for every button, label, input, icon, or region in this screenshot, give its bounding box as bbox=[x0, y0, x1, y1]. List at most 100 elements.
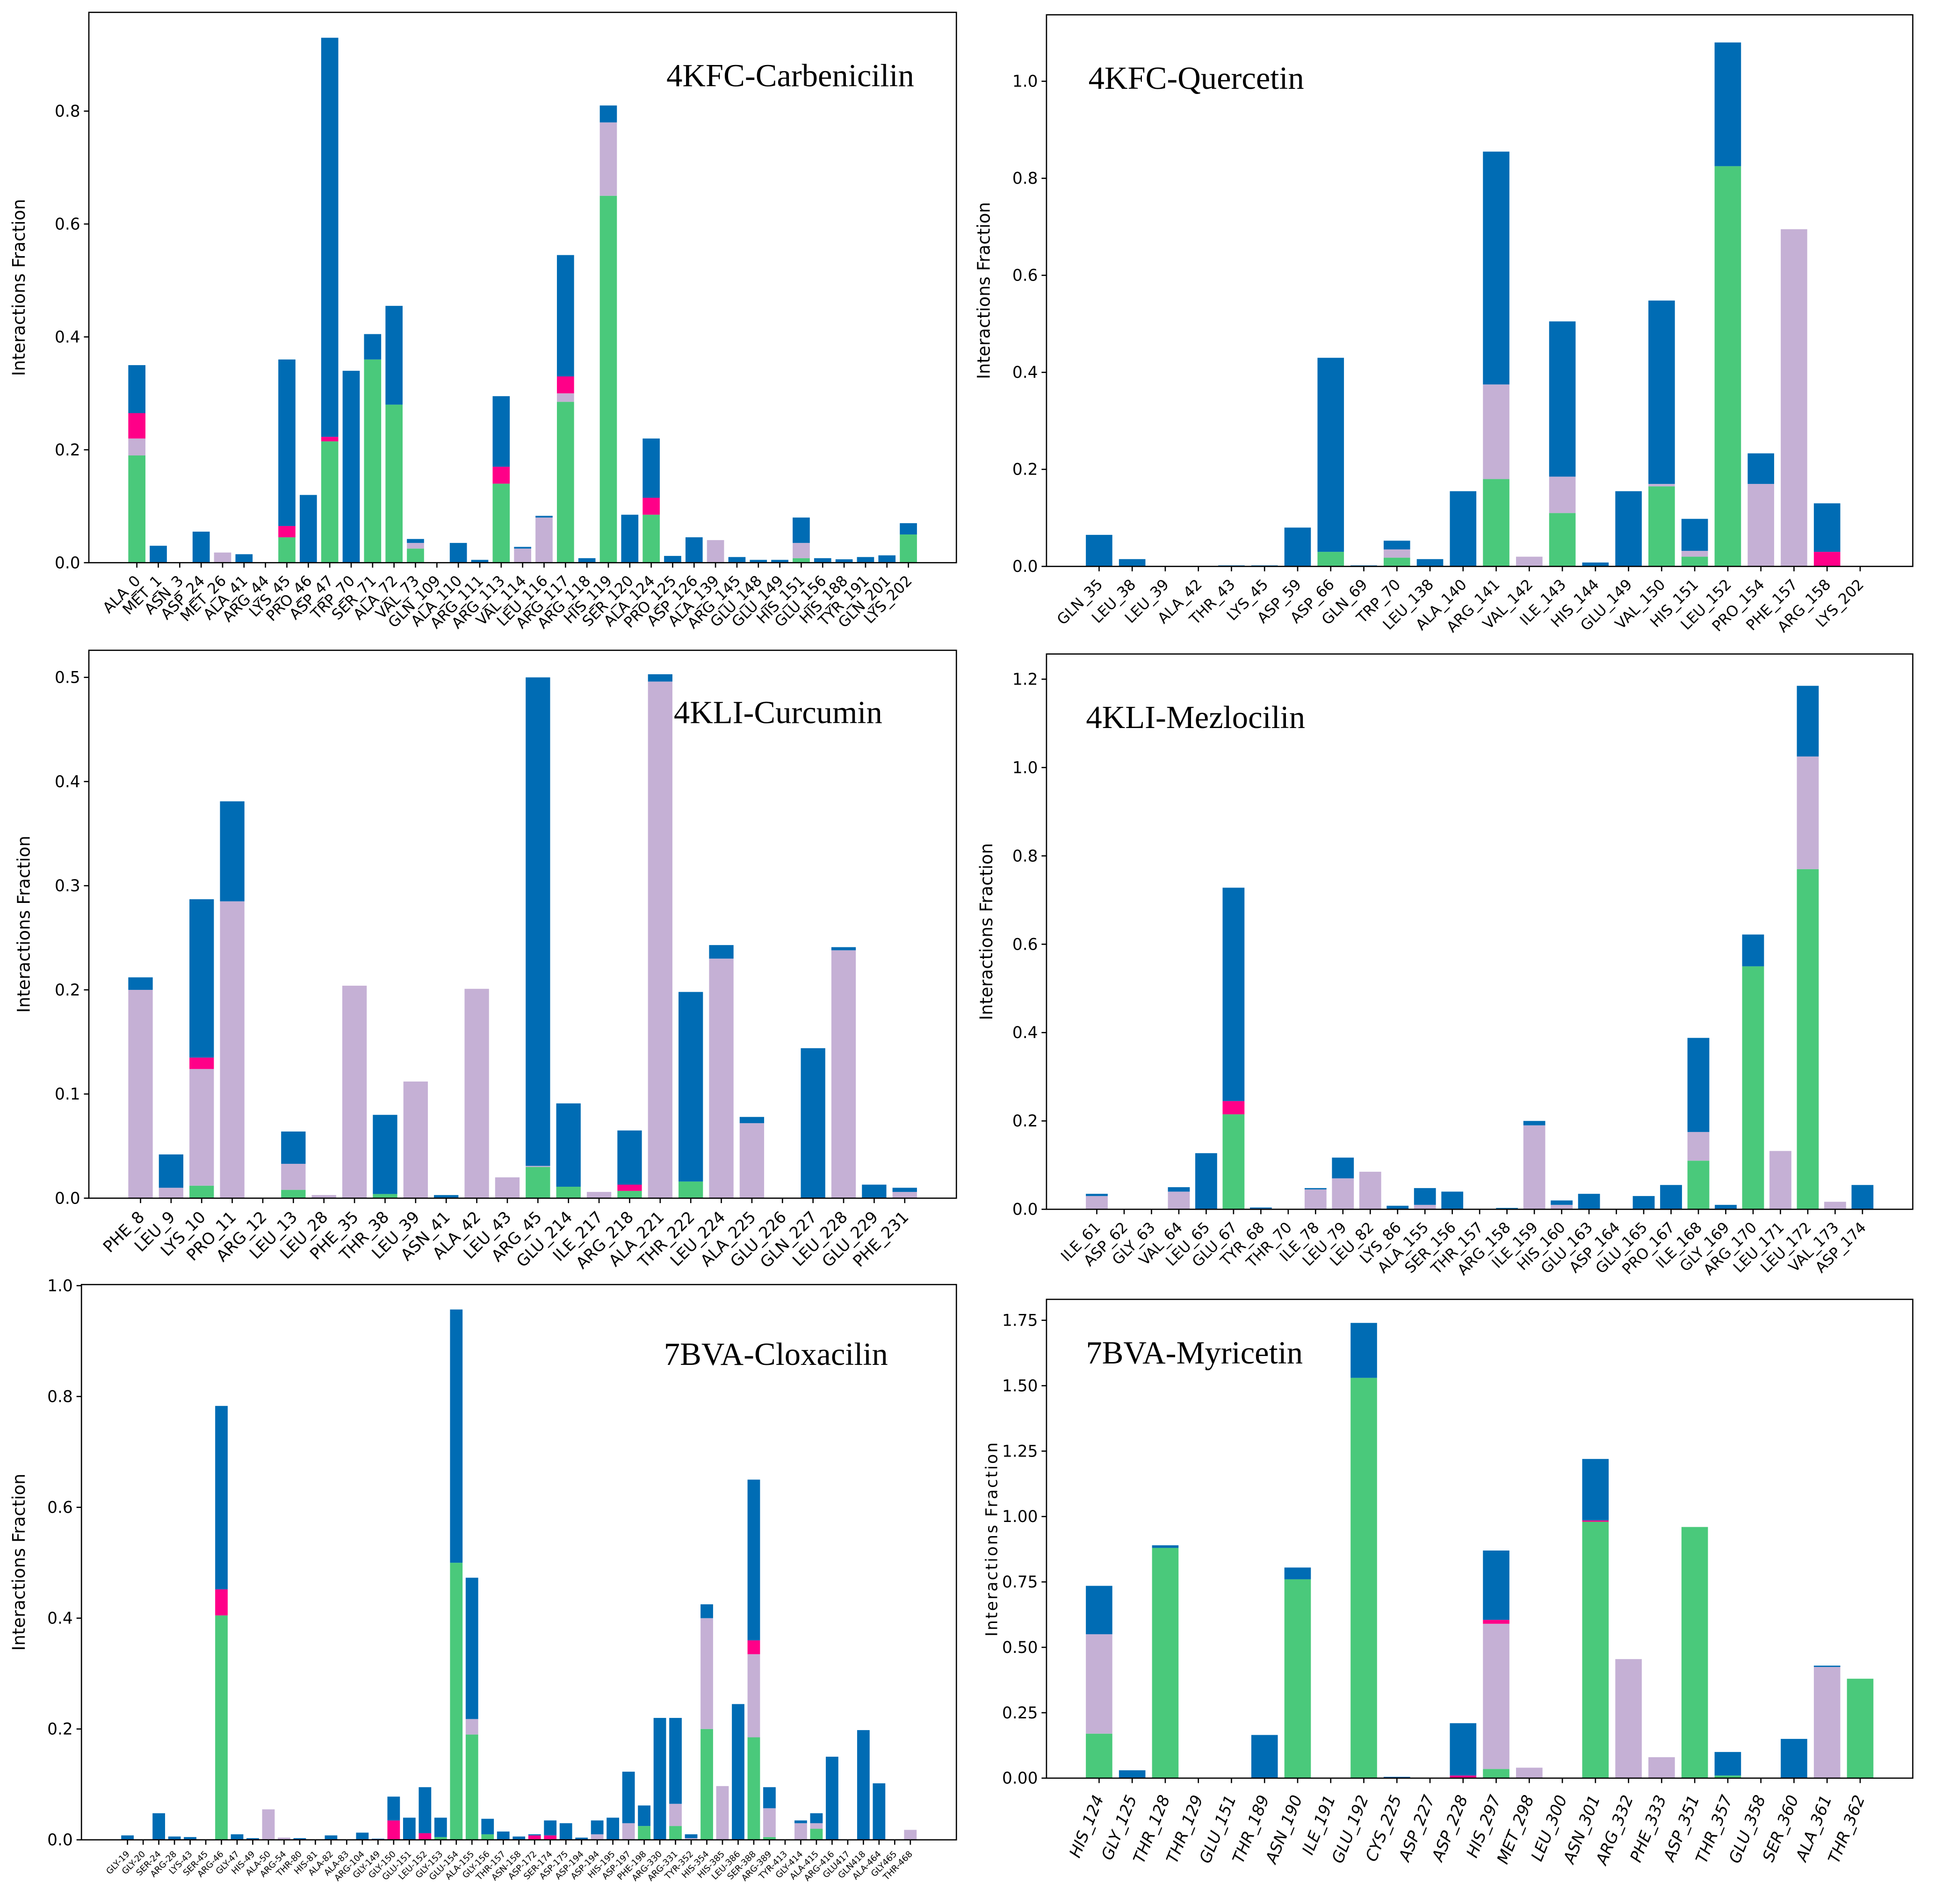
bar-segment-ILE_168-s1 bbox=[1687, 1132, 1710, 1161]
y-axis-label: Interactions Fraction bbox=[982, 1441, 1001, 1637]
bar-segment-GLU_156-s3 bbox=[814, 558, 831, 563]
bar-segment-GLU_149-s3 bbox=[1615, 491, 1642, 567]
bar-segment-ALA_0-s3 bbox=[128, 365, 146, 413]
bar-segment-ILE_159-s1 bbox=[1523, 1125, 1545, 1210]
bar-segment-THR_357-s0 bbox=[1714, 1775, 1741, 1778]
bar-segment-ALA-155-s0 bbox=[465, 1734, 478, 1840]
bar-segment-ARG_117-s1 bbox=[556, 393, 574, 402]
bar-segment-ASP-194-s3 bbox=[591, 1820, 604, 1834]
bar-segment-ALA_225-s3 bbox=[739, 1117, 765, 1124]
y-axis-label: Interactions Fraction bbox=[976, 843, 996, 1020]
axes-frame bbox=[88, 12, 957, 563]
bar-segment-LYS_86-s3 bbox=[1386, 1205, 1409, 1210]
bar-segment-ALA_221-s1 bbox=[648, 681, 672, 1198]
bar-segment-ARG-389-s0 bbox=[763, 1837, 776, 1840]
bar-segment-ARG_158-s2 bbox=[1813, 552, 1841, 567]
bar-segment-LEU_116-s1 bbox=[535, 517, 553, 563]
bar-segment-ILE_217-s1 bbox=[586, 1192, 612, 1198]
bar-segment-HIS_124-s1 bbox=[1086, 1634, 1112, 1734]
bar-segment-ASP_174-s3 bbox=[1851, 1185, 1874, 1210]
bar-segment-HIS_151-s1 bbox=[1681, 551, 1708, 557]
bar-segment-ARG-389-s1 bbox=[763, 1808, 776, 1837]
bar-segment-LEU_39-s1 bbox=[403, 1081, 428, 1198]
bar-segment-HIS_151-s0 bbox=[1681, 556, 1708, 567]
y-tick-label: 0.00 bbox=[1002, 1769, 1038, 1788]
bar-segment-THR_38-s3 bbox=[373, 1115, 397, 1194]
y-axis-label: Interactions Fraction bbox=[14, 836, 34, 1013]
bar-segment-HIS-354-s3 bbox=[700, 1604, 713, 1618]
bar-segment-SER-174-s3 bbox=[544, 1820, 557, 1836]
bar-segment-THR-468-s1 bbox=[904, 1830, 917, 1840]
bar-segment-GLU-151-s3 bbox=[403, 1817, 416, 1840]
bar-segment-ARG_332-s1 bbox=[1615, 1659, 1642, 1778]
bar-segment-ASP-172-s2 bbox=[528, 1835, 541, 1840]
y-tick-label: 1.25 bbox=[1002, 1442, 1038, 1461]
bar-segment-ASN_190-s0 bbox=[1284, 1579, 1311, 1778]
bar-segment-LEU_172-s1 bbox=[1797, 756, 1819, 869]
bar-segment-ASP_47-s3 bbox=[321, 37, 339, 437]
bar-segment-ILE_168-s0 bbox=[1687, 1161, 1710, 1210]
bar-segment-GLU_214-s3 bbox=[556, 1103, 581, 1187]
bar-segment-HIS_297-s3 bbox=[1483, 1551, 1509, 1620]
bar-segment-ARG_141-s3 bbox=[1483, 151, 1509, 385]
bar-segment-ASN_301-s2 bbox=[1582, 1520, 1609, 1522]
y-tick-label: 0.6 bbox=[1012, 267, 1038, 285]
bar-segment-ARG_113-s3 bbox=[492, 396, 510, 467]
bar-segment-THR_222-s3 bbox=[679, 992, 703, 1182]
bar-segment-ARG-46-s0 bbox=[215, 1615, 228, 1840]
bar-segment-GLU_149-s3 bbox=[771, 560, 788, 563]
bar-segment-ALA_225-s1 bbox=[739, 1123, 765, 1198]
bar-segment-ALA-155-s1 bbox=[465, 1719, 478, 1735]
bar-segment-ASP_59-s3 bbox=[1284, 527, 1311, 567]
bar-segment-LYS_10-s3 bbox=[189, 899, 214, 1058]
bar-segment-ARG_158-s3 bbox=[1496, 1208, 1518, 1210]
bar-segment-LEU_13-s1 bbox=[281, 1163, 306, 1190]
bar-segment-PHE-198-s0 bbox=[638, 1826, 650, 1840]
panel-2: 0.00.10.20.30.40.5PHE_8LEU_9LYS_10PRO_11… bbox=[14, 649, 957, 1273]
bar-segment-ALA_0-s1 bbox=[128, 438, 146, 456]
bar-segment-LEU_28-s1 bbox=[311, 1195, 336, 1198]
bar-segment-ALA-415-s0 bbox=[810, 1829, 823, 1840]
bar-segment-HIS_119-s0 bbox=[599, 195, 617, 563]
bar-segment-SER-388-s0 bbox=[747, 1737, 760, 1840]
bar-segment-ASP_66-s0 bbox=[1317, 552, 1344, 567]
bar-segment-GLU_229-s3 bbox=[862, 1184, 887, 1198]
y-tick-label: 1.0 bbox=[1012, 758, 1038, 777]
bar-segment-LYS_45-s2 bbox=[278, 526, 296, 538]
bar-segment-CYS_225-s3 bbox=[1383, 1777, 1410, 1778]
bar-segment-VAL_150-s3 bbox=[1648, 300, 1675, 484]
bar-segment-GLU_165-s3 bbox=[1632, 1196, 1655, 1210]
bar-segment-THR_357-s3 bbox=[1714, 1752, 1741, 1776]
bar-segment-LYS_10-s2 bbox=[189, 1057, 214, 1069]
y-tick-label: 1.75 bbox=[1002, 1312, 1038, 1330]
panel-4: 0.00.20.40.60.81.0GLY-19GLY-20SER-24ARG-… bbox=[9, 1277, 957, 1883]
bar-segment-GLY-150-s3 bbox=[387, 1796, 400, 1821]
bar-segment-THR_38-s0 bbox=[373, 1194, 397, 1198]
bar-segment-GLY-414-s1 bbox=[794, 1823, 807, 1840]
bar-segment-SER-388-s1 bbox=[747, 1654, 760, 1738]
bar-segment-SER_120-s3 bbox=[621, 514, 639, 563]
bar-segment-ARG-28-s3 bbox=[168, 1836, 181, 1840]
bar-segment-GLY-47-s3 bbox=[231, 1834, 244, 1840]
bar-segment-PHE_231-s1 bbox=[892, 1192, 917, 1198]
bar-segment-ALA_361-s3 bbox=[1813, 1666, 1841, 1667]
bar-segment-ILE_143-s1 bbox=[1549, 476, 1576, 513]
y-tick-label: 0.4 bbox=[1012, 363, 1038, 382]
bar-segment-LEU_228-s3 bbox=[831, 947, 856, 951]
bar-segment-HIS_151-s3 bbox=[1681, 519, 1708, 551]
bar-segment-HIS_297-s0 bbox=[1483, 1769, 1509, 1778]
bar-segment-PHE_333-s1 bbox=[1648, 1757, 1675, 1778]
bar-segment-THR_222-s0 bbox=[679, 1181, 703, 1198]
bar-segment-ALA_361-s1 bbox=[1813, 1667, 1841, 1778]
y-tick-label: 0.0 bbox=[55, 554, 80, 572]
bar-segment-ARG_170-s3 bbox=[1742, 934, 1764, 966]
axes-frame bbox=[88, 649, 957, 1199]
bar-segment-ILE_168-s3 bbox=[1687, 1038, 1710, 1132]
bar-segment-HIS_151-s0 bbox=[793, 558, 810, 563]
bar-segment-ILE_61-s3 bbox=[1086, 1194, 1108, 1196]
bar-segment-ASP_47-s0 bbox=[321, 441, 339, 563]
bar-segment-HIS_124-s0 bbox=[1086, 1733, 1112, 1778]
y-tick-label: 1.0 bbox=[47, 1277, 73, 1295]
bar-segment-ALA-415-s1 bbox=[810, 1823, 823, 1829]
bar-segment-LEU_172-s0 bbox=[1797, 869, 1819, 1210]
